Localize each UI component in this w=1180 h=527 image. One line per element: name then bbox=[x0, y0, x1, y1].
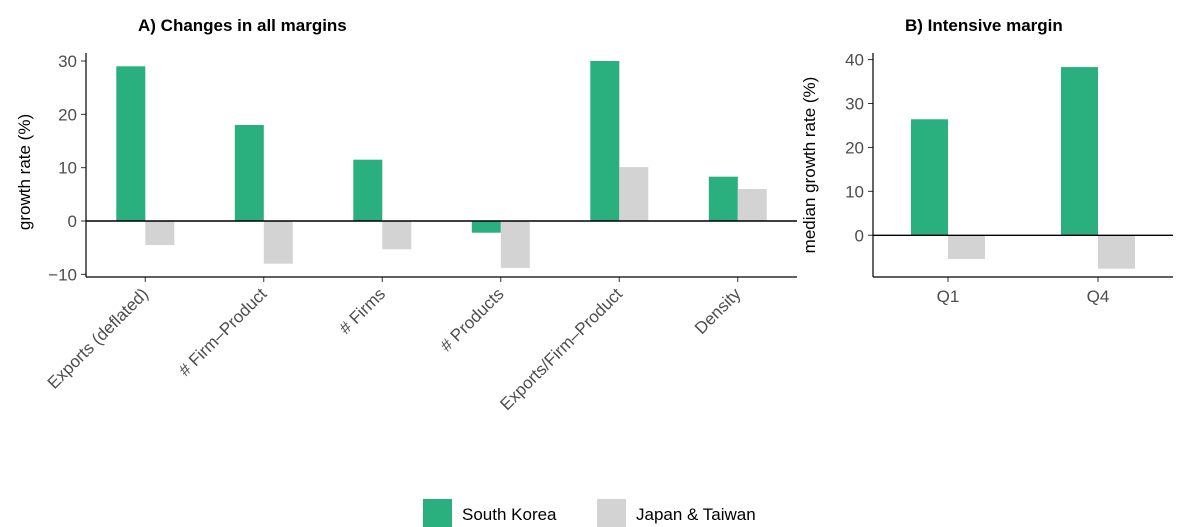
panel-b-y-tick-label: 10 bbox=[845, 182, 864, 201]
panel-b-plot-area: Q1 Q4 40 30 20 10 0 bbox=[845, 51, 1173, 306]
panel-a-y-axis-label: growth rate (%) bbox=[15, 114, 34, 230]
panel-b-y-tick-label: 40 bbox=[845, 51, 864, 70]
panel-a-bar-south-korea-exports-deflated bbox=[116, 66, 146, 221]
panel-b-x-tick-label: Q4 bbox=[1087, 287, 1110, 306]
panel-a-bar-japan-taiwan-firms bbox=[382, 221, 412, 250]
panel-a-bar-japan-taiwan-exports-deflated bbox=[145, 221, 175, 245]
panel-b-x-tick-label: Q1 bbox=[937, 287, 960, 306]
panel-a-x-tick-label: Exports (deflated) bbox=[44, 284, 152, 392]
panel-b-y-axis-label: median growth rate (%) bbox=[800, 77, 819, 254]
panel-a-bar-south-korea-products bbox=[471, 221, 501, 233]
panel-a-y-tick-label: −10 bbox=[48, 265, 77, 284]
panel-a-bar-south-korea-exports-firm-product bbox=[590, 61, 620, 221]
panel-a-y-tick-label: 20 bbox=[58, 105, 77, 124]
panel-b-y-tick-label: 0 bbox=[855, 226, 864, 245]
legend-label-south-korea: South Korea bbox=[462, 505, 557, 524]
panel-a-x-tick-label: Exports/Firm–Product bbox=[496, 284, 626, 414]
panel-a-x-tick-label: # Firm–Product bbox=[175, 284, 271, 380]
legend-label-japan-taiwan: Japan & Taiwan bbox=[636, 505, 756, 524]
panel-a-title: A) Changes in all margins bbox=[138, 16, 347, 35]
panel-a-y-tick-label: 10 bbox=[58, 159, 77, 178]
panel-a-x-tick-label: # Firms bbox=[336, 284, 390, 338]
legend-swatch-japan-taiwan bbox=[597, 499, 626, 527]
panel-a: A) Changes in all margins growth rate (%… bbox=[15, 16, 797, 414]
panel-a-plot-area: Exports (deflated) # Firm–Product # Firms #… bbox=[44, 52, 797, 414]
panel-b-bar-south-korea-q1 bbox=[911, 119, 948, 236]
panel-b-bar-japan-taiwan-q4 bbox=[1098, 235, 1135, 269]
panel-a-bar-south-korea-firm-product bbox=[234, 125, 264, 221]
panel-a-y-tick-label: 0 bbox=[68, 212, 77, 231]
panel-b-y-tick-label: 20 bbox=[845, 138, 864, 157]
legend: South Korea Japan & Taiwan bbox=[423, 499, 756, 527]
panel-b-bar-south-korea-q4 bbox=[1061, 67, 1098, 236]
panel-a-bar-japan-taiwan-density bbox=[737, 189, 767, 221]
legend-swatch-south-korea bbox=[423, 499, 452, 527]
panel-a-y-tick-label: 30 bbox=[58, 52, 77, 71]
panel-b-bar-japan-taiwan-q1 bbox=[948, 235, 985, 259]
panel-a-x-tick-label: # Products bbox=[437, 284, 508, 355]
panel-a-bar-japan-taiwan-products bbox=[500, 221, 530, 268]
panel-a-bar-japan-taiwan-exports-firm-product bbox=[619, 167, 649, 221]
panel-a-x-tick-label: Density bbox=[691, 284, 745, 338]
panel-a-bar-south-korea-density bbox=[708, 176, 738, 221]
panel-b: B) Intensive margin median growth rate (… bbox=[800, 16, 1173, 306]
panel-a-bar-south-korea-firms bbox=[353, 159, 383, 221]
panel-b-y-tick-label: 30 bbox=[845, 95, 864, 114]
panel-b-title: B) Intensive margin bbox=[905, 16, 1063, 35]
panel-a-bar-japan-taiwan-firm-product bbox=[263, 221, 293, 264]
